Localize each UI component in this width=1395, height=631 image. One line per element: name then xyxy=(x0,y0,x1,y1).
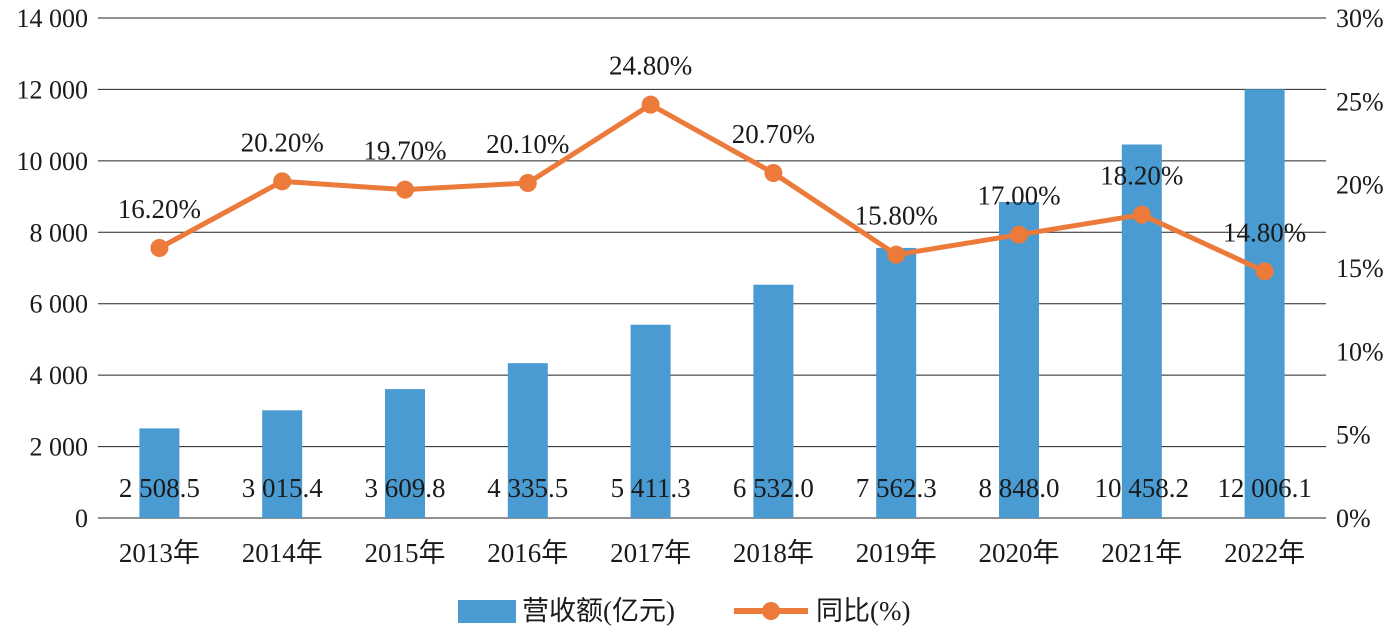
growth-point xyxy=(641,95,660,114)
revenue-bar xyxy=(1244,89,1285,518)
revenue-bar-label: 5 411.3 xyxy=(611,473,691,503)
revenue-bar xyxy=(139,428,180,518)
revenue-bar-label: 8 848.0 xyxy=(979,473,1060,503)
x-tick-label: 2021年 xyxy=(1101,538,1182,568)
revenue-bar xyxy=(1121,144,1162,518)
revenue-bar xyxy=(630,324,671,518)
growth-line-path xyxy=(158,102,1266,274)
growth-point xyxy=(518,174,537,192)
right-axis-ticks: 0% 5% 10% 15% 20% 25% 30% xyxy=(1336,4,1384,533)
legend: 营收额(亿元) 同比(%) xyxy=(458,596,910,626)
revenue-bar-label: 3 015.4 xyxy=(242,473,324,503)
x-tick-label: 2016年 xyxy=(487,538,568,568)
y-right-tick-label: 10% xyxy=(1336,337,1384,366)
left-axis-ticks: 0 2 000 4 000 6 000 8 000 10 000 12 000 14 000 xyxy=(17,4,89,533)
revenue-bar-label: 10 458.2 xyxy=(1095,473,1190,503)
growth-label: 18.20% xyxy=(1100,161,1183,191)
growth-point xyxy=(150,239,169,257)
revenue-bar-labels: 2 508.5 3 015.4 3 609.8 4 335.5 5 411.3 6 532… xyxy=(119,473,1312,503)
y-left-tick-label: 4 000 xyxy=(30,361,89,390)
y-left-tick-label: 8 000 xyxy=(30,218,89,247)
revenue-bar-label: 3 609.8 xyxy=(365,473,446,503)
y-right-tick-label: 30% xyxy=(1336,4,1384,33)
growth-point xyxy=(273,172,292,191)
legend-line-label: 同比(%) xyxy=(816,596,910,626)
growth-point xyxy=(396,180,414,199)
growth-label: 20.70% xyxy=(732,119,815,149)
growth-point xyxy=(1255,262,1274,281)
growth-point xyxy=(764,164,783,182)
growth-label: 17.00% xyxy=(977,181,1060,211)
x-tick-label: 2017年 xyxy=(610,538,691,568)
revenue-bar-label: 7 562.3 xyxy=(856,473,937,503)
revenue-bar xyxy=(876,247,917,519)
revenue-bar xyxy=(262,410,303,518)
y-right-tick-label: 15% xyxy=(1336,254,1384,283)
revenue-bar xyxy=(507,363,548,518)
x-tick-label: 2013年 xyxy=(119,538,200,568)
y-right-tick-label: 20% xyxy=(1336,171,1384,200)
y-left-tick-label: 12 000 xyxy=(17,75,89,104)
y-left-tick-label: 14 000 xyxy=(17,4,89,33)
y-left-tick-label: 10 000 xyxy=(17,147,89,176)
growth-point xyxy=(887,245,906,264)
growth-label: 14.80% xyxy=(1223,217,1306,247)
growth-label: 16.20% xyxy=(118,194,201,224)
revenue-bar-label: 2 508.5 xyxy=(119,473,200,503)
x-tick-label: 2018年 xyxy=(733,538,814,568)
y-right-tick-label: 25% xyxy=(1336,87,1384,116)
x-tick-label: 2014年 xyxy=(242,538,323,568)
y-right-tick-label: 5% xyxy=(1336,421,1371,450)
x-axis-ticks: 2013年 2014年 2015年 2016年 2017年 2018年 2019年 2020年… xyxy=(119,538,1305,568)
grid-lines xyxy=(98,17,1326,519)
y-left-tick-label: 6 000 xyxy=(30,290,89,319)
y-right-tick-label: 0% xyxy=(1336,504,1371,533)
revenue-bar xyxy=(385,389,425,518)
x-tick-label: 2015年 xyxy=(365,538,446,568)
revenue-bar xyxy=(753,284,794,518)
growth-label: 24.80% xyxy=(609,51,692,81)
y-left-tick-label: 0 xyxy=(75,504,88,533)
revenue-bar-label: 12 006.1 xyxy=(1217,473,1312,503)
x-tick-label: 2022年 xyxy=(1224,538,1305,568)
revenue-bar xyxy=(999,202,1039,518)
legend-line-marker xyxy=(762,602,780,620)
growth-label: 19.70% xyxy=(363,136,446,166)
revenue-bar-label: 4 335.5 xyxy=(487,473,568,503)
revenue-bar-label: 6 532.0 xyxy=(733,473,814,503)
growth-labels: 16.20% 20.20% 19.70% 20.10% 24.80% 20.70% 15.8… xyxy=(118,51,1306,248)
growth-point xyxy=(1132,205,1151,224)
x-tick-label: 2019年 xyxy=(856,538,937,568)
legend-bar-swatch xyxy=(458,600,516,623)
revenue-bars xyxy=(139,89,1285,519)
growth-line xyxy=(150,95,1274,281)
x-tick-label: 2020年 xyxy=(979,538,1060,568)
growth-label: 20.20% xyxy=(241,127,324,157)
growth-label: 15.80% xyxy=(855,201,938,231)
y-left-tick-label: 2 000 xyxy=(30,433,89,462)
growth-label: 20.10% xyxy=(486,129,569,159)
growth-point xyxy=(1010,225,1028,244)
legend-bar-label: 营收额(亿元) xyxy=(522,596,675,626)
